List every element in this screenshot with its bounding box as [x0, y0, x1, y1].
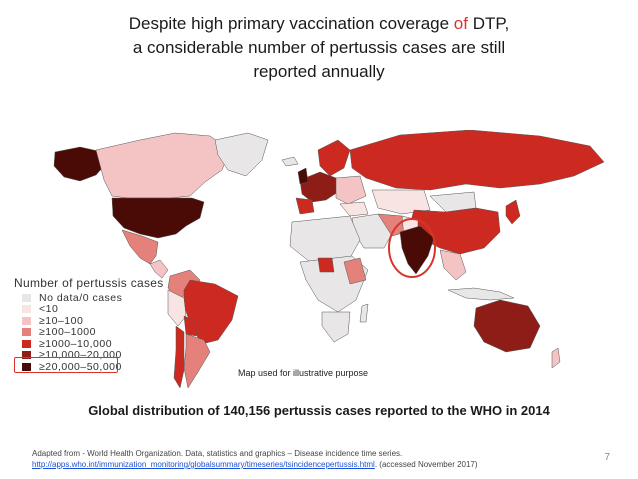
legend-highlight-box — [14, 357, 118, 373]
legend-swatch — [22, 328, 31, 337]
map-south-africa — [321, 311, 351, 343]
legend-swatch — [22, 362, 31, 371]
map-scandinavia — [317, 139, 351, 177]
legend-label: <10 — [39, 303, 59, 316]
map-argentina — [183, 333, 211, 389]
legend-item: ≥10,000–20,000 — [22, 349, 164, 362]
map-se-asia — [439, 249, 467, 281]
legend-swatch — [22, 339, 31, 348]
map-bolivia — [183, 315, 199, 337]
legend-item: No data/0 cases — [22, 292, 164, 304]
map-central-america — [149, 259, 169, 279]
map-peru — [167, 289, 187, 327]
legend-label: No data/0 cases — [39, 291, 123, 304]
map-russia — [349, 130, 605, 191]
map-legend: Number of pertussis cases No data/0 case… — [14, 276, 164, 373]
legend-item: ≥100–1000 — [22, 326, 164, 339]
india-highlight-circle — [388, 218, 436, 278]
legend-swatch — [22, 305, 31, 314]
legend-item: ≥20,000–50,000 — [22, 361, 164, 373]
map-uk — [297, 167, 309, 185]
map-australia — [473, 299, 541, 353]
title-line-2: a considerable number of pertussis cases… — [132, 38, 506, 57]
legend-swatch — [22, 351, 31, 360]
legend-item: <10 — [22, 303, 164, 316]
legend-item: ≥1000–10,000 — [22, 338, 164, 350]
title-highlight: of — [453, 14, 468, 33]
title-line-1: Despite high primary vaccination coverag… — [128, 14, 510, 33]
legend-title: Number of pertussis cases — [14, 276, 164, 290]
source-citation: Adapted from - World Health Organization… — [32, 448, 478, 470]
map-canada — [95, 132, 231, 199]
legend-label: ≥20,000–50,000 — [39, 360, 122, 373]
map-india — [399, 225, 435, 275]
slide-title: Despite high primary vaccination coverag… — [60, 12, 578, 84]
legend-swatch — [22, 316, 31, 325]
map-alaska — [53, 146, 105, 182]
map-nigeria — [317, 257, 335, 273]
source-link[interactable]: http://apps.who.int/immunization_monitor… — [32, 460, 375, 469]
map-east-africa — [343, 257, 367, 285]
map-usa — [111, 197, 205, 239]
page-number: 7 — [604, 452, 610, 463]
legend-label: ≥1000–10,000 — [39, 337, 113, 350]
map-new-zealand — [551, 347, 561, 369]
source-line-2: http://apps.who.int/immunization_monitor… — [32, 459, 478, 470]
map-mexico — [121, 229, 159, 265]
map-japan — [505, 199, 521, 225]
map-east-europe — [335, 175, 367, 205]
map-chile — [173, 325, 185, 389]
map-caption: Global distribution of 140,156 pertussis… — [88, 403, 550, 418]
source-line-1: Adapted from - World Health Organization… — [32, 449, 403, 458]
map-madagascar — [359, 303, 369, 323]
title-line-3: reported annually — [253, 62, 385, 81]
source-suffix: . (accessed November 2017) — [374, 460, 478, 469]
legend-label: ≥10,000–20,000 — [39, 349, 122, 362]
map-turkey — [339, 201, 369, 217]
legend-item: ≥10–100 — [22, 315, 164, 327]
world-map — [53, 130, 605, 389]
legend-swatch — [22, 293, 31, 302]
legend-label: ≥10–100 — [39, 314, 84, 327]
map-north-africa — [289, 215, 361, 263]
map-indonesia — [447, 287, 515, 301]
legend-label: ≥100–1000 — [39, 326, 96, 339]
map-west-europe — [299, 171, 339, 203]
map-iceland — [281, 156, 299, 167]
map-note: Map used for illustrative purpose — [238, 368, 369, 378]
map-greenland — [214, 132, 269, 177]
map-spain — [295, 197, 315, 215]
legend-items: No data/0 cases <10 ≥10–100 ≥100–1000 ≥1000–… — [14, 292, 164, 373]
